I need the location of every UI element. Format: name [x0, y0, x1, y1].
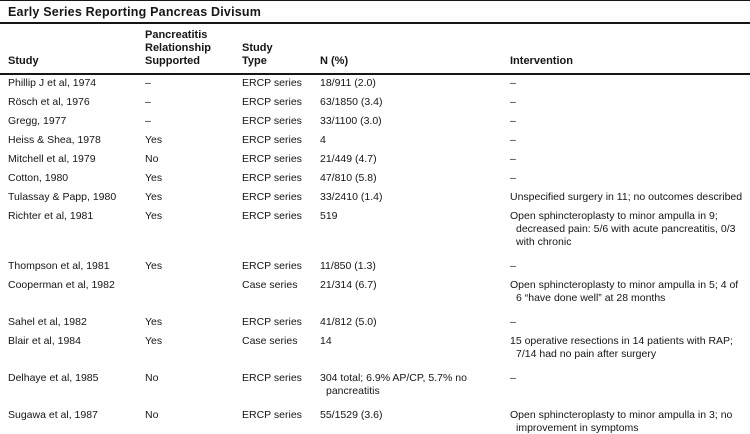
cell-type: ERCP series: [242, 409, 302, 421]
cell-supported: Yes: [145, 210, 163, 222]
cell-supported: No: [145, 372, 159, 384]
cell-type: ERCP series: [242, 260, 302, 272]
cell-intervention: 15 operative resections in 14 patients w…: [510, 335, 733, 360]
cell-study: Blair et al, 1984: [8, 335, 81, 347]
cell-intervention: –: [510, 77, 516, 89]
cell-intervention: –: [510, 134, 516, 146]
table-row: Tulassay & Papp, 1980 Yes ERCP series 33/24…: [0, 189, 750, 208]
table-title: Early Series Reporting Pancreas Divisum: [0, 1, 750, 24]
cell-study: Richter et al, 1981: [8, 210, 94, 222]
study-table: Study Pancreatitis Relationship Supporte…: [0, 24, 750, 434]
table-row: Gregg, 1977 – ERCP series 33/1100 (3.0) –: [0, 113, 750, 132]
table-row: Rösch et al, 1976 – ERCP series 63/1850 (3.…: [0, 94, 750, 113]
cell-n: 21/314 (6.7): [320, 279, 377, 291]
table-row: Sugawa et al, 1987 No ERCP series 55/1529 (…: [0, 407, 750, 434]
cell-type: ERCP series: [242, 96, 302, 108]
table-row: Cotton, 1980 Yes ERCP series 47/810 (5.8) –: [0, 170, 750, 189]
table-row: Delhaye et al, 1985 No ERCP series 304 tota…: [0, 370, 750, 407]
cell-type: Case series: [242, 335, 298, 347]
table-row: Cooperman et al, 1982 Case series 21/314 (…: [0, 277, 750, 314]
table-row: Phillip J et al, 1974 – ERCP series 18/911 …: [0, 74, 750, 94]
cell-n: 63/1850 (3.4): [320, 96, 383, 108]
cell-intervention: –: [510, 153, 516, 165]
cell-type: ERCP series: [242, 372, 302, 384]
cell-type: ERCP series: [242, 153, 302, 165]
cell-study: Cooperman et al, 1982: [8, 279, 115, 291]
cell-n: 519: [320, 210, 338, 222]
cell-type: ERCP series: [242, 172, 302, 184]
cell-type: ERCP series: [242, 134, 302, 146]
cell-supported: No: [145, 409, 159, 421]
cell-supported: Yes: [145, 316, 163, 328]
table-row: Sahel et al, 1982 Yes ERCP series 41/812 (5…: [0, 314, 750, 333]
cell-study: Tulassay & Papp, 1980: [8, 191, 117, 203]
cell-type: ERCP series: [242, 210, 302, 222]
cell-n: 33/2410 (1.4): [320, 191, 383, 203]
table-row: Blair et al, 1984 Yes Case series 14 15 oper…: [0, 333, 750, 370]
cell-supported: No: [145, 153, 159, 165]
table-row: Heiss & Shea, 1978 Yes ERCP series 4 –: [0, 132, 750, 151]
cell-n: 304 total; 6.9% AP/CP, 5.7% no pancreati…: [320, 372, 467, 397]
column-header-supported: Pancreatitis Relationship Supported: [145, 24, 242, 75]
cell-n: 14: [320, 335, 332, 347]
column-header-study: Study: [0, 24, 145, 75]
cell-supported: Yes: [145, 335, 163, 347]
column-header-n: N (%): [320, 24, 510, 75]
cell-intervention: –: [510, 115, 516, 127]
cell-intervention: Unspecified surgery in 11; no outcomes d…: [510, 191, 743, 203]
cell-study: Delhaye et al, 1985: [8, 372, 99, 384]
table-row: Thompson et al, 1981 Yes ERCP series 11/850…: [0, 258, 750, 277]
cell-supported: Yes: [145, 191, 163, 203]
column-header-intervention: Intervention: [510, 24, 750, 75]
cell-type: ERCP series: [242, 316, 302, 328]
cell-study: Mitchell et al, 1979: [8, 153, 96, 165]
cell-supported: Yes: [145, 260, 163, 272]
cell-study: Sahel et al, 1982: [8, 316, 87, 328]
cell-intervention: –: [510, 372, 516, 384]
cell-supported: –: [145, 96, 151, 108]
table-row: Richter et al, 1981 Yes ERCP series 519 Open…: [0, 208, 750, 258]
cell-n: 55/1529 (3.6): [320, 409, 383, 421]
cell-study: Cotton, 1980: [8, 172, 69, 184]
cell-intervention: –: [510, 96, 516, 108]
cell-supported: –: [145, 77, 151, 89]
cell-study: Rösch et al, 1976: [8, 96, 90, 108]
cell-n: 11/850 (1.3): [320, 260, 376, 272]
cell-study: Thompson et al, 1981: [8, 260, 110, 272]
cell-intervention: –: [510, 260, 516, 272]
cell-study: Gregg, 1977: [8, 115, 67, 127]
cell-supported: Yes: [145, 134, 163, 146]
cell-supported: –: [145, 115, 151, 127]
cell-type: ERCP series: [242, 191, 302, 203]
cell-study: Phillip J et al, 1974: [8, 77, 97, 89]
cell-type: ERCP series: [242, 77, 302, 89]
cell-study: Sugawa et al, 1987: [8, 409, 98, 421]
cell-type: ERCP series: [242, 115, 302, 127]
table-header: Study Pancreatitis Relationship Supporte…: [0, 24, 750, 75]
table-body: Phillip J et al, 1974 – ERCP series 18/911 …: [0, 74, 750, 434]
cell-n: 18/911 (2.0): [320, 77, 376, 89]
cell-supported: [145, 277, 242, 314]
header-row: Study Pancreatitis Relationship Supporte…: [0, 24, 750, 75]
cell-intervention: Open sphincteroplasty to minor ampulla i…: [510, 210, 736, 248]
cell-intervention: Open sphincteroplasty to minor ampulla i…: [510, 409, 733, 434]
cell-n: 33/1100 (3.0): [320, 115, 382, 127]
cell-intervention: –: [510, 172, 516, 184]
cell-n: 4: [320, 134, 326, 146]
cell-n: 47/810 (5.8): [320, 172, 377, 184]
cell-supported: Yes: [145, 172, 163, 184]
cell-study: Heiss & Shea, 1978: [8, 134, 101, 146]
column-header-type: Study Type: [242, 24, 320, 75]
cell-n: 41/812 (5.0): [320, 316, 377, 328]
cell-type: Case series: [242, 279, 298, 291]
cell-n: 21/449 (4.7): [320, 153, 377, 165]
cell-intervention: Open sphincteroplasty to minor ampulla i…: [510, 279, 739, 304]
table-row: Mitchell et al, 1979 No ERCP series 21/449 …: [0, 151, 750, 170]
cell-intervention: –: [510, 316, 516, 328]
